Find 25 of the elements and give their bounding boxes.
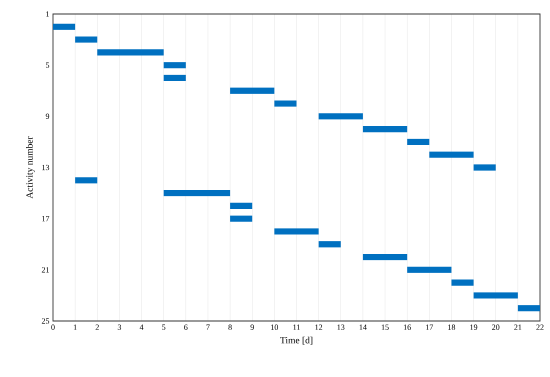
bar [164,74,186,82]
bar [53,24,76,30]
bar [429,152,474,158]
bar [164,190,230,196]
bar [362,254,408,260]
bar [75,36,98,43]
bar [407,138,430,145]
bar [230,202,252,209]
bar [164,62,186,68]
bar [75,177,98,184]
bar [230,216,252,222]
bar [362,126,408,132]
bar [474,292,518,298]
bar [318,113,363,120]
bar [274,228,319,235]
bar [230,88,274,94]
bar [97,49,164,56]
bar [474,164,496,171]
bar [318,241,341,248]
bar [451,280,474,286]
bar [407,266,452,273]
y-axis-title: Activity number [26,136,35,199]
x-axis-title: Time [d] [280,336,312,345]
bar [274,100,296,107]
bar [518,305,540,312]
